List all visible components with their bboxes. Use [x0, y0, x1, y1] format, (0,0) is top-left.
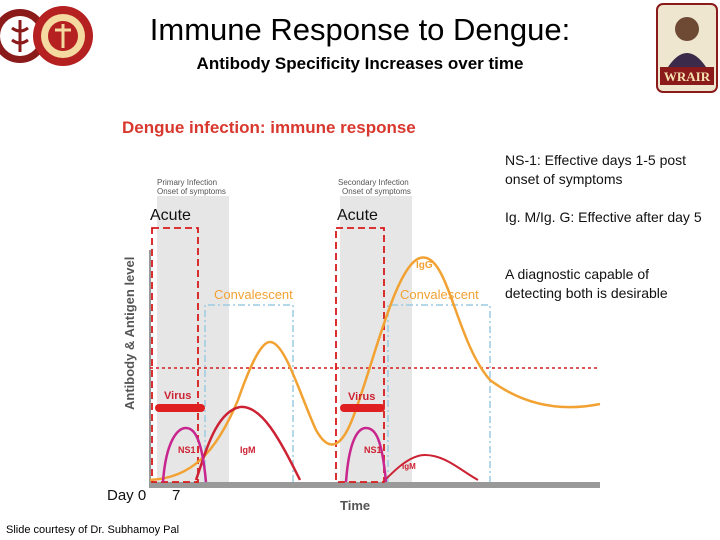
- igg-curve: [149, 256, 601, 482]
- igm-label-secondary: IgM: [402, 462, 416, 471]
- slide-title: Immune Response to Dengue:: [149, 12, 571, 47]
- wrair-logo: WRAIR: [656, 3, 718, 93]
- virus-label-secondary: Virus: [348, 391, 375, 403]
- convalescent-box-primary: [204, 304, 294, 482]
- wrair-logo-text: WRAIR: [664, 69, 711, 84]
- primary-onset-label: Onset of symptoms: [157, 187, 226, 196]
- convalescent-label-primary: Convalescent: [214, 287, 293, 302]
- igm-curve-primary: [194, 405, 302, 481]
- igm-label-primary: IgM: [240, 445, 256, 455]
- secondary-acute-band: [340, 196, 412, 488]
- x-axis: [150, 482, 600, 488]
- diagnostic-note: A diagnostic capable of detecting both i…: [505, 266, 668, 301]
- x-axis-label: Time: [340, 498, 370, 513]
- acute-label-primary: Acute: [150, 207, 191, 224]
- figure-title: Dengue infection: immune response: [122, 118, 416, 137]
- ns1-curve-primary: [161, 426, 208, 483]
- virus-bar-primary: [155, 404, 205, 412]
- ns1-label-primary: NS1: [178, 445, 196, 455]
- virus-bar-secondary: [340, 404, 385, 412]
- virus-label-primary: Virus: [164, 390, 191, 402]
- convalescent-box-secondary: [387, 304, 491, 482]
- acute-box-secondary: [335, 227, 385, 483]
- secondary-infection-label: Secondary Infection: [338, 178, 409, 187]
- y-axis-label: Antibody & Antigen level: [122, 257, 137, 410]
- acute-label-secondary: Acute: [337, 207, 378, 224]
- afrims-logo: [0, 6, 93, 66]
- day0-label: Day 0: [107, 487, 146, 504]
- igm-igg-note: Ig. M/Ig. G: Effective after day 5: [505, 209, 702, 225]
- day7-label: 7: [172, 487, 180, 504]
- primary-infection-label: Primary Infection: [157, 178, 217, 187]
- slide-credit: Slide courtesy of Dr. Subhamoy Pal: [6, 524, 180, 536]
- igm-curve-secondary: [384, 453, 479, 481]
- ns1-curve-secondary: [344, 426, 388, 483]
- acute-box-primary: [151, 227, 199, 483]
- igg-label: IgG: [416, 260, 433, 271]
- ns1-label-secondary: NS1: [364, 445, 382, 455]
- slide-subtitle: Antibody Specificity Increases over time: [196, 54, 524, 73]
- ns1-note: NS-1: Effective days 1-5 post onset of s…: [505, 152, 687, 187]
- secondary-onset-label: Onset of symptoms: [342, 187, 411, 196]
- convalescent-label-secondary: Convalescent: [400, 287, 479, 302]
